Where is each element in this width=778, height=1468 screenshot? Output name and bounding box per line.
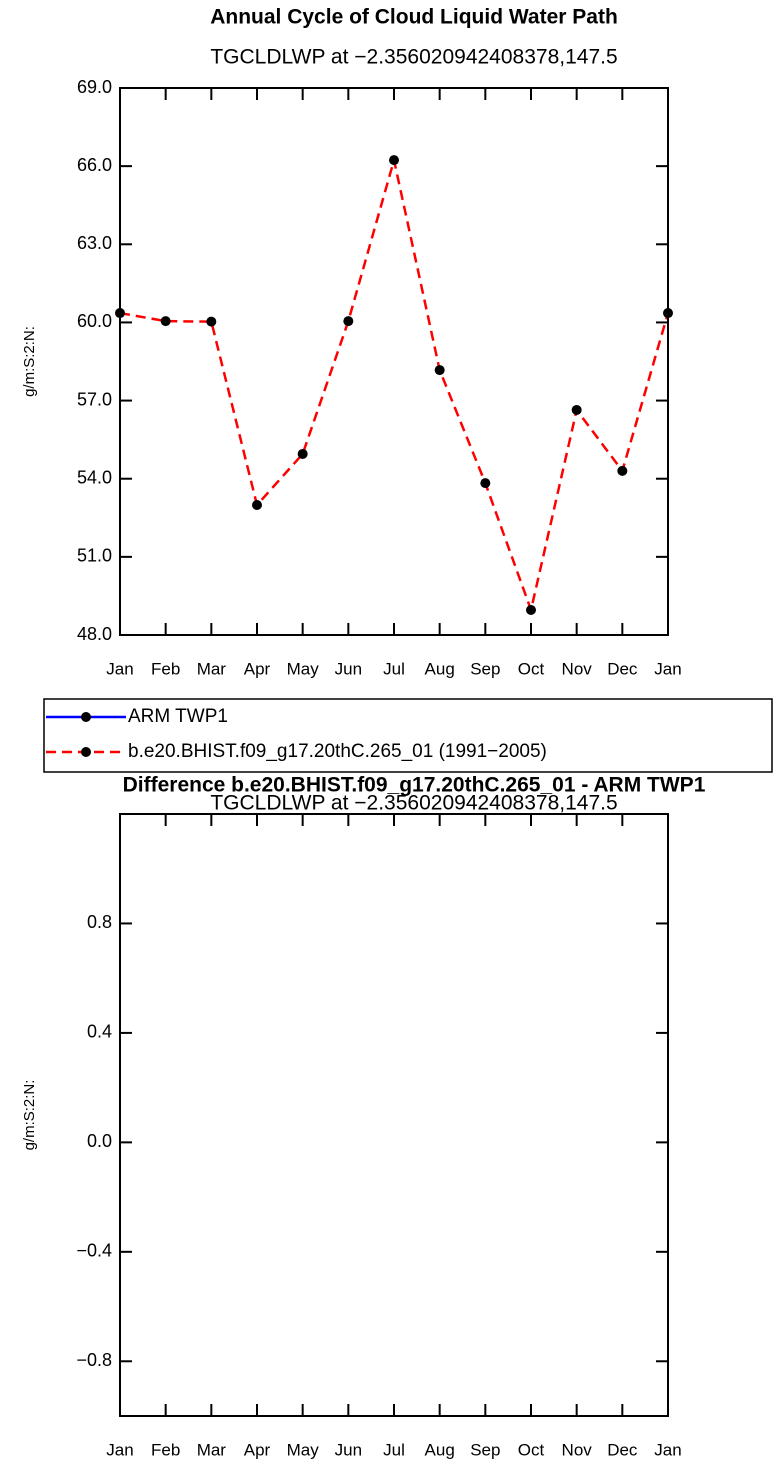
y-tick-label: 66.0 — [77, 155, 112, 175]
x-tick-label: Dec — [607, 1440, 638, 1459]
y-tick-label: 63.0 — [77, 233, 112, 253]
x-tick-label: Aug — [425, 1440, 455, 1459]
chart-title: Difference b.e20.BHIST.f09_g17.20thC.265… — [123, 774, 706, 797]
y-tick-label: 0.8 — [87, 912, 112, 932]
x-tick-label: Mar — [197, 1440, 227, 1459]
y-axis-label: g/m:S:2:N: — [21, 326, 38, 397]
series-line — [119, 159, 670, 615]
data-point — [617, 465, 628, 476]
x-tick-label: May — [287, 1440, 320, 1459]
y-tick-label: 57.0 — [77, 389, 112, 409]
x-tick-label: Feb — [151, 1440, 180, 1459]
x-tick-label: Jul — [383, 1440, 405, 1459]
x-tick-label: Apr — [244, 1440, 271, 1459]
x-tick-label: Jun — [335, 1440, 362, 1459]
x-tick-label: Nov — [562, 659, 593, 678]
legend-box — [43, 698, 773, 773]
x-tick-label: May — [287, 659, 320, 678]
data-point — [389, 155, 399, 166]
x-tick-label: Aug — [425, 659, 455, 678]
x-tick-label: Oct — [518, 659, 545, 678]
y-tick-label: 0.4 — [87, 1022, 112, 1042]
data-point — [434, 365, 445, 376]
x-tick-label: Jan — [654, 1440, 681, 1459]
y-tick-label: −0.8 — [76, 1350, 112, 1370]
x-tick-label: Sep — [470, 1440, 500, 1459]
x-tick-label: Jan — [654, 659, 681, 678]
data-point — [343, 316, 354, 327]
y-tick-label: −0.4 — [76, 1241, 112, 1261]
x-tick-label: Jan — [106, 659, 133, 678]
data-point — [297, 448, 308, 459]
y-axis-label: g/m:S:2:N: — [21, 1080, 38, 1151]
x-tick-label: Feb — [151, 659, 180, 678]
x-tick-label: Oct — [518, 1440, 545, 1459]
chart-title: Annual Cycle of Cloud Liquid Water Path — [210, 6, 618, 29]
y-tick-label: 60.0 — [77, 311, 112, 331]
data-point — [571, 404, 582, 415]
x-tick-label: Jan — [106, 1440, 133, 1459]
x-tick-label: Sep — [470, 659, 500, 678]
plot-frame — [119, 87, 669, 636]
legend-marker — [81, 747, 91, 757]
legend-label: ARM TWP1 — [128, 706, 228, 727]
y-tick-label: 48.0 — [77, 624, 112, 644]
data-point — [480, 478, 491, 489]
data-point — [160, 316, 171, 327]
chart-subtitle: TGCLDLWP at −2.356020942408378,147.5 — [210, 46, 617, 69]
y-tick-label: 51.0 — [77, 546, 112, 566]
y-tick-label: 54.0 — [77, 467, 112, 487]
legend-label: b.e20.BHIST.f09_g17.20thC.265_01 (1991−2… — [128, 741, 547, 762]
plot-frame — [119, 813, 669, 1417]
x-tick-label: Jul — [383, 659, 405, 678]
x-tick-label: Mar — [197, 659, 227, 678]
chart-subtitle: TGCLDLWP at −2.356020942408378,147.5 — [210, 792, 617, 815]
legend-marker — [81, 712, 91, 722]
data-point — [252, 500, 262, 511]
data-point — [526, 604, 536, 615]
x-tick-label: Dec — [607, 659, 638, 678]
x-tick-label: Nov — [562, 1440, 593, 1459]
y-tick-label: 0.0 — [87, 1131, 112, 1151]
y-tick-label: 69.0 — [77, 77, 112, 97]
x-tick-label: Apr — [244, 659, 271, 678]
x-tick-label: Jun — [335, 659, 362, 678]
data-point — [206, 316, 217, 327]
